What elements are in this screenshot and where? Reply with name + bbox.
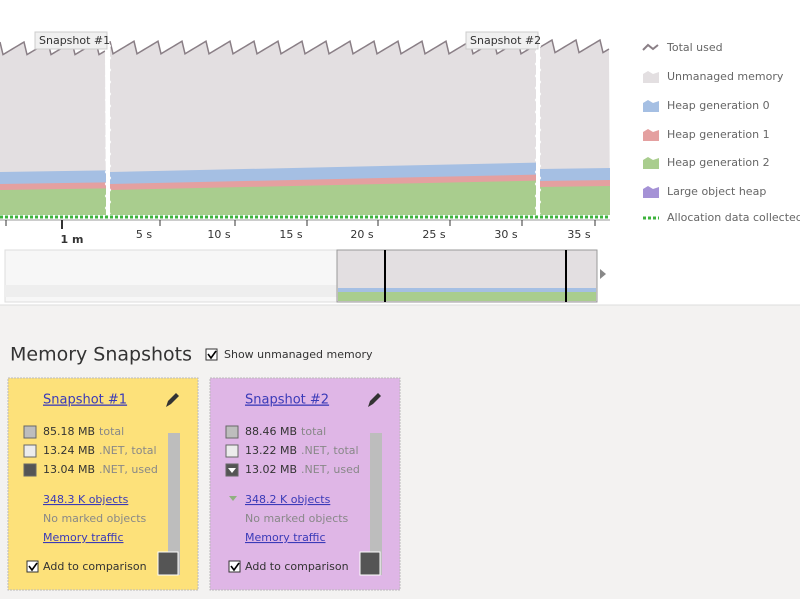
- snapshot-tag-label: Snapshot #1: [39, 34, 110, 47]
- row-unit: .NET, used: [301, 463, 360, 476]
- row-unit: .NET, total: [99, 444, 157, 457]
- compare-label[interactable]: Add to comparison: [245, 560, 349, 573]
- snapshot-tag: [465, 31, 539, 50]
- expand-icon: [229, 496, 237, 501]
- row-value: 13.22 MB: [245, 444, 297, 457]
- check: [207, 350, 217, 360]
- tick-label: 10 s: [207, 228, 230, 241]
- traffic-link[interactable]: Memory traffic: [245, 531, 326, 544]
- legend-label: Unmanaged memory: [667, 70, 784, 83]
- row-swatch: [225, 444, 239, 458]
- legend-label: Heap generation 2: [667, 156, 770, 169]
- compare-label[interactable]: Add to comparison: [43, 560, 147, 573]
- overview-band: [5, 285, 337, 297]
- legend-icon: [643, 157, 659, 169]
- card-bar-fill: [359, 551, 381, 576]
- checkbox-label[interactable]: Show unmanaged memory: [224, 348, 373, 361]
- row-value: 13.02 MB: [245, 463, 297, 476]
- traffic-link[interactable]: Memory traffic: [43, 531, 124, 544]
- tick-label: 15 s: [279, 228, 302, 241]
- card-bar: [168, 433, 180, 575]
- tick-label: 5 s: [136, 228, 152, 241]
- card-title[interactable]: Snapshot #1: [43, 393, 127, 408]
- snapshot-card: Snapshot #1 85.18 MB total 13.24 MB .NET, to…: [7, 377, 199, 591]
- legend-label: Total used: [666, 41, 723, 54]
- row-unit: total: [99, 425, 124, 438]
- swatch-mark: [228, 468, 236, 473]
- total-line: [109, 40, 537, 55]
- row-swatch: [23, 425, 37, 439]
- section-title: Memory Snapshots: [10, 344, 192, 366]
- edit-icon[interactable]: [166, 393, 179, 407]
- row-value: 13.24 MB: [43, 444, 95, 457]
- row-swatch: [225, 425, 239, 439]
- check: [230, 562, 240, 572]
- legend-icon: [643, 100, 659, 112]
- objects-link[interactable]: 348.2 K objects: [245, 493, 331, 506]
- scroll-arrow[interactable]: [600, 269, 606, 279]
- gen2-area: [110, 180, 536, 215]
- legend-icon: [643, 71, 659, 83]
- snapshot-tag-label: Snapshot #2: [470, 34, 541, 47]
- legend-label: Heap generation 1: [667, 128, 770, 141]
- row-unit: .NET, used: [99, 463, 158, 476]
- row-value: 88.46 MB: [245, 425, 297, 438]
- snapshot-divider: [534, 39, 542, 215]
- legend-label: Large object heap: [667, 185, 766, 198]
- legend-icon: [643, 129, 659, 141]
- row-unit: total: [301, 425, 326, 438]
- snapshot-card: Snapshot #2 88.46 MB total 13.22 MB .NET, to…: [209, 377, 401, 591]
- legend-icon: [642, 43, 659, 51]
- marked-text: No marked objects: [245, 512, 349, 525]
- snapshot-tag: [34, 31, 108, 50]
- objects-link[interactable]: 348.3 K objects: [43, 493, 129, 506]
- minute-label: 1 m: [61, 233, 84, 246]
- gen2-area: [0, 188, 106, 215]
- tick-label: 35 s: [567, 228, 590, 241]
- card-bar: [370, 433, 382, 575]
- marked-text: No marked objects: [43, 512, 147, 525]
- tick-label: 25 s: [422, 228, 445, 241]
- snapshot-divider: [104, 39, 112, 215]
- legend-icon: [643, 186, 659, 198]
- total-line: [539, 38, 610, 54]
- tick-label: 20 s: [350, 228, 373, 241]
- checkbox[interactable]: [205, 348, 218, 361]
- edit-icon[interactable]: [368, 393, 381, 407]
- gen2-area: [540, 185, 610, 215]
- row-value: 85.18 MB: [43, 425, 95, 438]
- row-swatch: [23, 444, 37, 458]
- legend-label: Allocation data collected: [667, 211, 800, 224]
- overview-gen0: [338, 288, 596, 292]
- compare-checkbox[interactable]: [228, 560, 241, 573]
- card-bar-fill: [157, 551, 179, 576]
- row-unit: .NET, total: [301, 444, 359, 457]
- card-title[interactable]: Snapshot #2: [245, 393, 329, 408]
- overview-gen2: [338, 292, 596, 301]
- compare-checkbox[interactable]: [26, 560, 39, 573]
- row-swatch: [23, 463, 37, 477]
- tick-label: 30 s: [494, 228, 517, 241]
- check: [28, 562, 38, 572]
- row-value: 13.04 MB: [43, 463, 95, 476]
- legend-label: Heap generation 0: [667, 99, 770, 112]
